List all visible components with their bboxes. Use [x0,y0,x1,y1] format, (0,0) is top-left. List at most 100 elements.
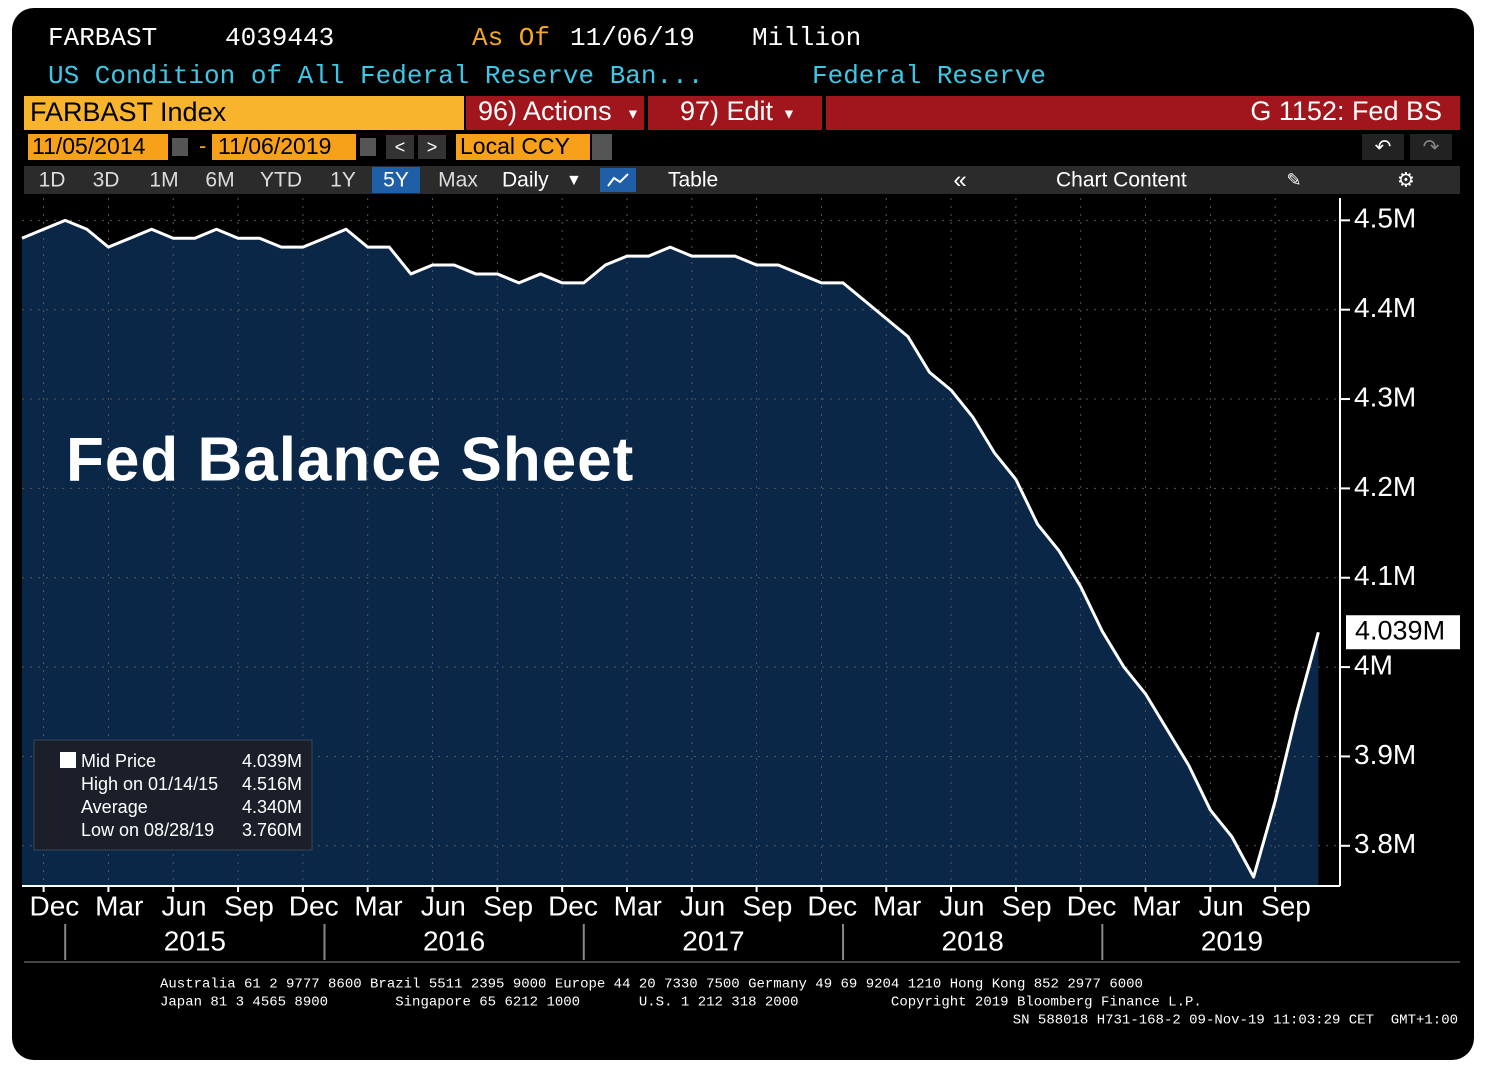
undo-icon: ↶ [1375,136,1392,158]
edit: 97) Edit [680,96,774,126]
x-tick-label: Sep [1261,890,1311,921]
legend-value: 4.039M [242,751,302,771]
legend-label: Average [81,797,148,817]
settings-icon[interactable]: ⚙ [1397,169,1415,191]
legend-value: 4.340M [242,797,302,817]
y-tick-label: 4.5M [1354,203,1416,234]
edit-icon[interactable]: ✎ [1286,170,1301,190]
prev-button[interactable] [386,135,414,159]
last-value: 4039443 [225,23,334,53]
price-line [21,218,1320,879]
security-box[interactable] [24,96,464,130]
range-button[interactable]: 1M [149,169,178,192]
x-tick-label: Dec [30,890,80,921]
redo-button[interactable] [1410,134,1452,160]
unit: Million [752,23,861,53]
x-tick-label: Sep [1002,890,1052,921]
x-tick-label: Jun [680,890,725,921]
x-tick-label: Mar [354,890,402,921]
legend-value: 4.516M [242,774,302,794]
end-date: 11/06/2019 [218,133,331,159]
collapse-button[interactable]: « [953,166,966,193]
x-tick-label: Dec [807,890,857,921]
y-tick-label: 4.2M [1354,471,1416,502]
x-tick-label: Sep [743,890,793,921]
end-date-box[interactable] [212,134,356,160]
x-tick-label: Jun [161,890,206,921]
source: Federal Reserve [812,61,1046,91]
calendar-icon[interactable] [172,138,188,156]
undo-button[interactable] [1362,134,1404,160]
page-name: G 1152: Fed BS [1250,96,1442,126]
currency: Local CCY [460,133,570,159]
x-tick-label: Jun [1199,890,1244,921]
edit-button[interactable] [648,96,822,130]
actions: 96) Actions [478,96,612,126]
last-value-tag [1346,615,1460,650]
start-date: 11/05/2014 [32,133,146,159]
chart-icon [607,173,629,187]
year-label: 2019 [1201,925,1263,956]
x-tick-label: Mar [614,890,662,921]
range-button[interactable]: Max [438,169,478,192]
calendar-icon[interactable] [360,138,376,156]
x-tick-label: Mar [1132,890,1180,921]
x-tick-label: Dec [1067,890,1117,921]
start-date-box[interactable] [28,134,168,160]
legend-label: High on 01/14/15 [81,774,218,794]
annotation: Fed Balance Sheet [66,425,634,494]
legend-value: 3.760M [242,820,302,840]
y-tick-label: 3.8M [1354,828,1416,859]
x-tick-label: Dec [548,890,598,921]
dropdown-arrow: ▼ [566,172,582,189]
year-label: 2017 [682,925,744,956]
security: FARBAST Index [30,97,227,127]
footer-line: Australia 61 2 9777 8600 Brazil 5511 239… [160,977,1143,993]
last-value-label: 4.039M [1355,615,1445,645]
currency-dropdown[interactable] [592,134,612,160]
currency-box[interactable] [456,134,590,160]
y-tick-label: 3.9M [1354,739,1416,770]
footer-line: Japan 81 3 4565 8900 Singapore 65 6212 1… [160,995,1202,1011]
y-tick-label: 4M [1354,649,1393,680]
separator: - [199,133,206,158]
ticker: FARBAST [48,23,157,53]
range-button[interactable]: YTD [260,169,302,192]
range-button[interactable]: 3D [93,169,120,192]
x-tick-label: Dec [289,890,339,921]
page-bar [826,96,1460,130]
range-button[interactable]: 1D [39,169,66,192]
x-tick-label: Jun [939,890,984,921]
redo-icon: ↷ [1423,136,1440,158]
y-tick-label: 4.4M [1354,292,1416,323]
y-tick-label: 4.1M [1354,560,1416,591]
range-button[interactable]: 1Y [330,169,356,192]
area-fill [22,220,1319,887]
dropdown-arrow: ▼ [626,106,640,122]
next-button[interactable] [418,135,446,159]
description: US Condition of All Federal Reserve Ban.… [48,61,703,91]
range-button[interactable]: 6M [205,169,234,192]
legend-swatch [60,752,76,768]
year-label: 2015 [164,925,226,956]
actions-button[interactable] [466,96,644,130]
next-arrow: > [427,137,438,157]
chart-content-button[interactable]: Chart Content [1056,169,1187,192]
x-tick-label: Sep [483,890,533,921]
x-tick-label: Sep [224,890,274,921]
x-tick-label: Mar [873,890,921,921]
range-button[interactable]: 5Y [383,169,409,192]
x-tick-label: Mar [95,890,143,921]
frequency[interactable]: Daily [502,169,549,192]
legend-box [33,739,313,851]
range-bar [24,166,1460,194]
footer-line: SN 588018 H731-168-2 09-Nov-19 11:03:29 … [1013,1013,1458,1029]
year-label: 2018 [942,925,1004,956]
legend-label: Mid Price [81,751,156,771]
asof-date: 11/06/19 [570,23,695,53]
table-button[interactable]: Table [668,169,718,192]
asof-label: As Of [472,23,550,53]
dropdown-arrow: ▼ [782,106,796,122]
year-label: 2016 [423,925,485,956]
